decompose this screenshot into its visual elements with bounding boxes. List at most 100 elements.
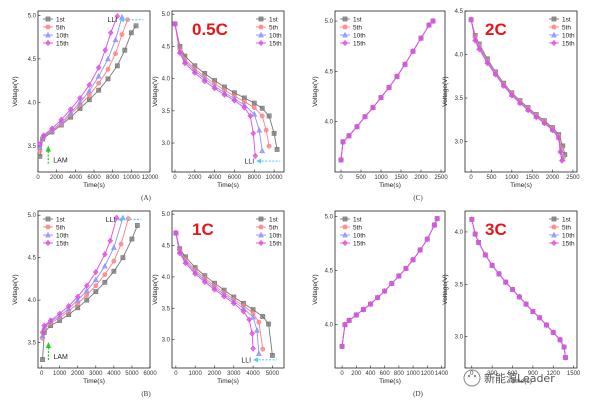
data-point-15th (107, 237, 114, 244)
data-point-1st (86, 97, 92, 103)
wechat-icon (463, 369, 481, 387)
data-point-1st (274, 147, 280, 152)
annotation-arrow-head (45, 341, 52, 348)
y-tick-label: 4.0 (28, 298, 37, 304)
legend-label-10th: 10th (562, 32, 575, 39)
x-axis-label: Time(s) (379, 378, 401, 385)
plot-frame (37, 210, 151, 369)
legend-marker-1st (45, 216, 51, 222)
series-line-10th (470, 19, 564, 160)
legend-label-1st: 1st (56, 216, 65, 223)
x-tick-label: 3000 (227, 371, 241, 377)
x-tick-label: 400 (365, 371, 376, 377)
y-tick-label: 4.0 (162, 275, 171, 281)
data-point-15th (482, 251, 489, 259)
y-tick-label: 3.5 (28, 144, 37, 150)
legend-marker-5th (551, 24, 557, 30)
annotation-LLI: LLI (241, 357, 251, 364)
data-point-1st (37, 153, 43, 159)
data-point-15th (386, 84, 392, 91)
data-point-1st (96, 87, 102, 93)
series-line-15th (470, 19, 563, 161)
data-point-15th (489, 262, 495, 269)
x-tick-label: 0 (174, 371, 178, 377)
data-point-1st (134, 223, 140, 228)
x-tick-label: 12000 (142, 175, 159, 181)
data-point-15th (102, 251, 108, 258)
data-point-15th (202, 278, 208, 286)
data-point-15th (502, 279, 509, 286)
data-point-15th (396, 272, 402, 280)
data-point-15th (374, 294, 381, 301)
x-tick-label: 1500 (526, 175, 540, 181)
data-point-1st (114, 63, 120, 69)
x-tick-label: 600 (508, 371, 519, 377)
legend-marker-15th (551, 239, 557, 247)
data-point-15th (250, 345, 256, 352)
y-tick-label: 4.5 (325, 69, 334, 75)
legend-marker-1st (342, 16, 348, 22)
y-tick-label: 4.5 (28, 256, 37, 262)
legend-label-10th: 10th (56, 232, 69, 239)
x-tick-label: 0 (36, 175, 40, 181)
data-point-5th (260, 346, 266, 352)
legend-label-5th: 5th (562, 24, 571, 31)
data-point-15th (340, 138, 346, 145)
data-point-15th (557, 148, 564, 156)
series-line-15th (471, 219, 566, 358)
legend-label-15th: 15th (562, 240, 575, 247)
legend-marker-10th (551, 231, 557, 238)
data-point-15th (426, 22, 432, 29)
data-point-15th (410, 256, 416, 263)
x-axis-label: Time(s) (510, 378, 532, 385)
legend-marker-1st (45, 16, 51, 22)
data-point-15th (530, 308, 536, 315)
x-tick-label: 1000 (188, 371, 202, 377)
x-tick-label: 200 (351, 371, 362, 377)
x-tick-label: 0 (173, 175, 177, 181)
data-point-15th (555, 135, 562, 142)
data-point-15th (381, 288, 388, 295)
data-point-10th (36, 144, 43, 151)
rate-label: 1C (192, 220, 214, 239)
x-tick-label: 600 (380, 371, 391, 377)
data-point-15th (557, 336, 563, 343)
x-tick-label: 5000 (266, 371, 280, 377)
legend-marker-15th (258, 239, 264, 247)
data-point-15th (83, 282, 90, 289)
legend-label-1st: 1st (56, 16, 65, 23)
data-point-15th (102, 47, 109, 54)
y-tick-label: 4.5 (162, 244, 171, 250)
rate-label: 2C (485, 20, 507, 39)
legend-label-15th: 15th (562, 40, 575, 47)
data-point-5th (125, 216, 131, 222)
data-point-5th (256, 319, 262, 325)
panel-label: (D) (413, 390, 423, 398)
data-point-15th (417, 246, 423, 254)
legend-label-10th: 10th (353, 232, 366, 239)
x-tick-label: 2000 (71, 371, 85, 377)
y-tick-label: 3.0 (455, 335, 464, 341)
x-axis-label: Time(s) (217, 378, 239, 385)
data-point-15th (250, 130, 257, 137)
data-point-15th (231, 97, 238, 104)
legend-label-15th: 15th (56, 240, 69, 247)
legend-marker-1st (551, 16, 557, 22)
data-point-10th (101, 263, 108, 269)
x-tick-label: 4000 (246, 371, 260, 377)
data-point-5th (113, 51, 118, 57)
legend-label-5th: 5th (56, 224, 65, 231)
x-tick-label: 1400 (435, 371, 449, 377)
y-axis-label: Voltage(V) (442, 274, 449, 304)
data-point-15th (246, 316, 253, 323)
x-axis-label: Time(s) (217, 182, 239, 189)
data-point-15th (403, 265, 409, 272)
annotation-arrow-head (117, 216, 123, 223)
legend-label-1st: 1st (269, 216, 278, 223)
data-point-15th (37, 141, 43, 148)
x-tick-label: 0 (469, 175, 473, 181)
y-tick-label: 4.0 (455, 53, 464, 59)
series-line-10th (175, 232, 260, 354)
data-point-15th (472, 37, 478, 44)
legend-label-15th: 15th (269, 240, 282, 247)
